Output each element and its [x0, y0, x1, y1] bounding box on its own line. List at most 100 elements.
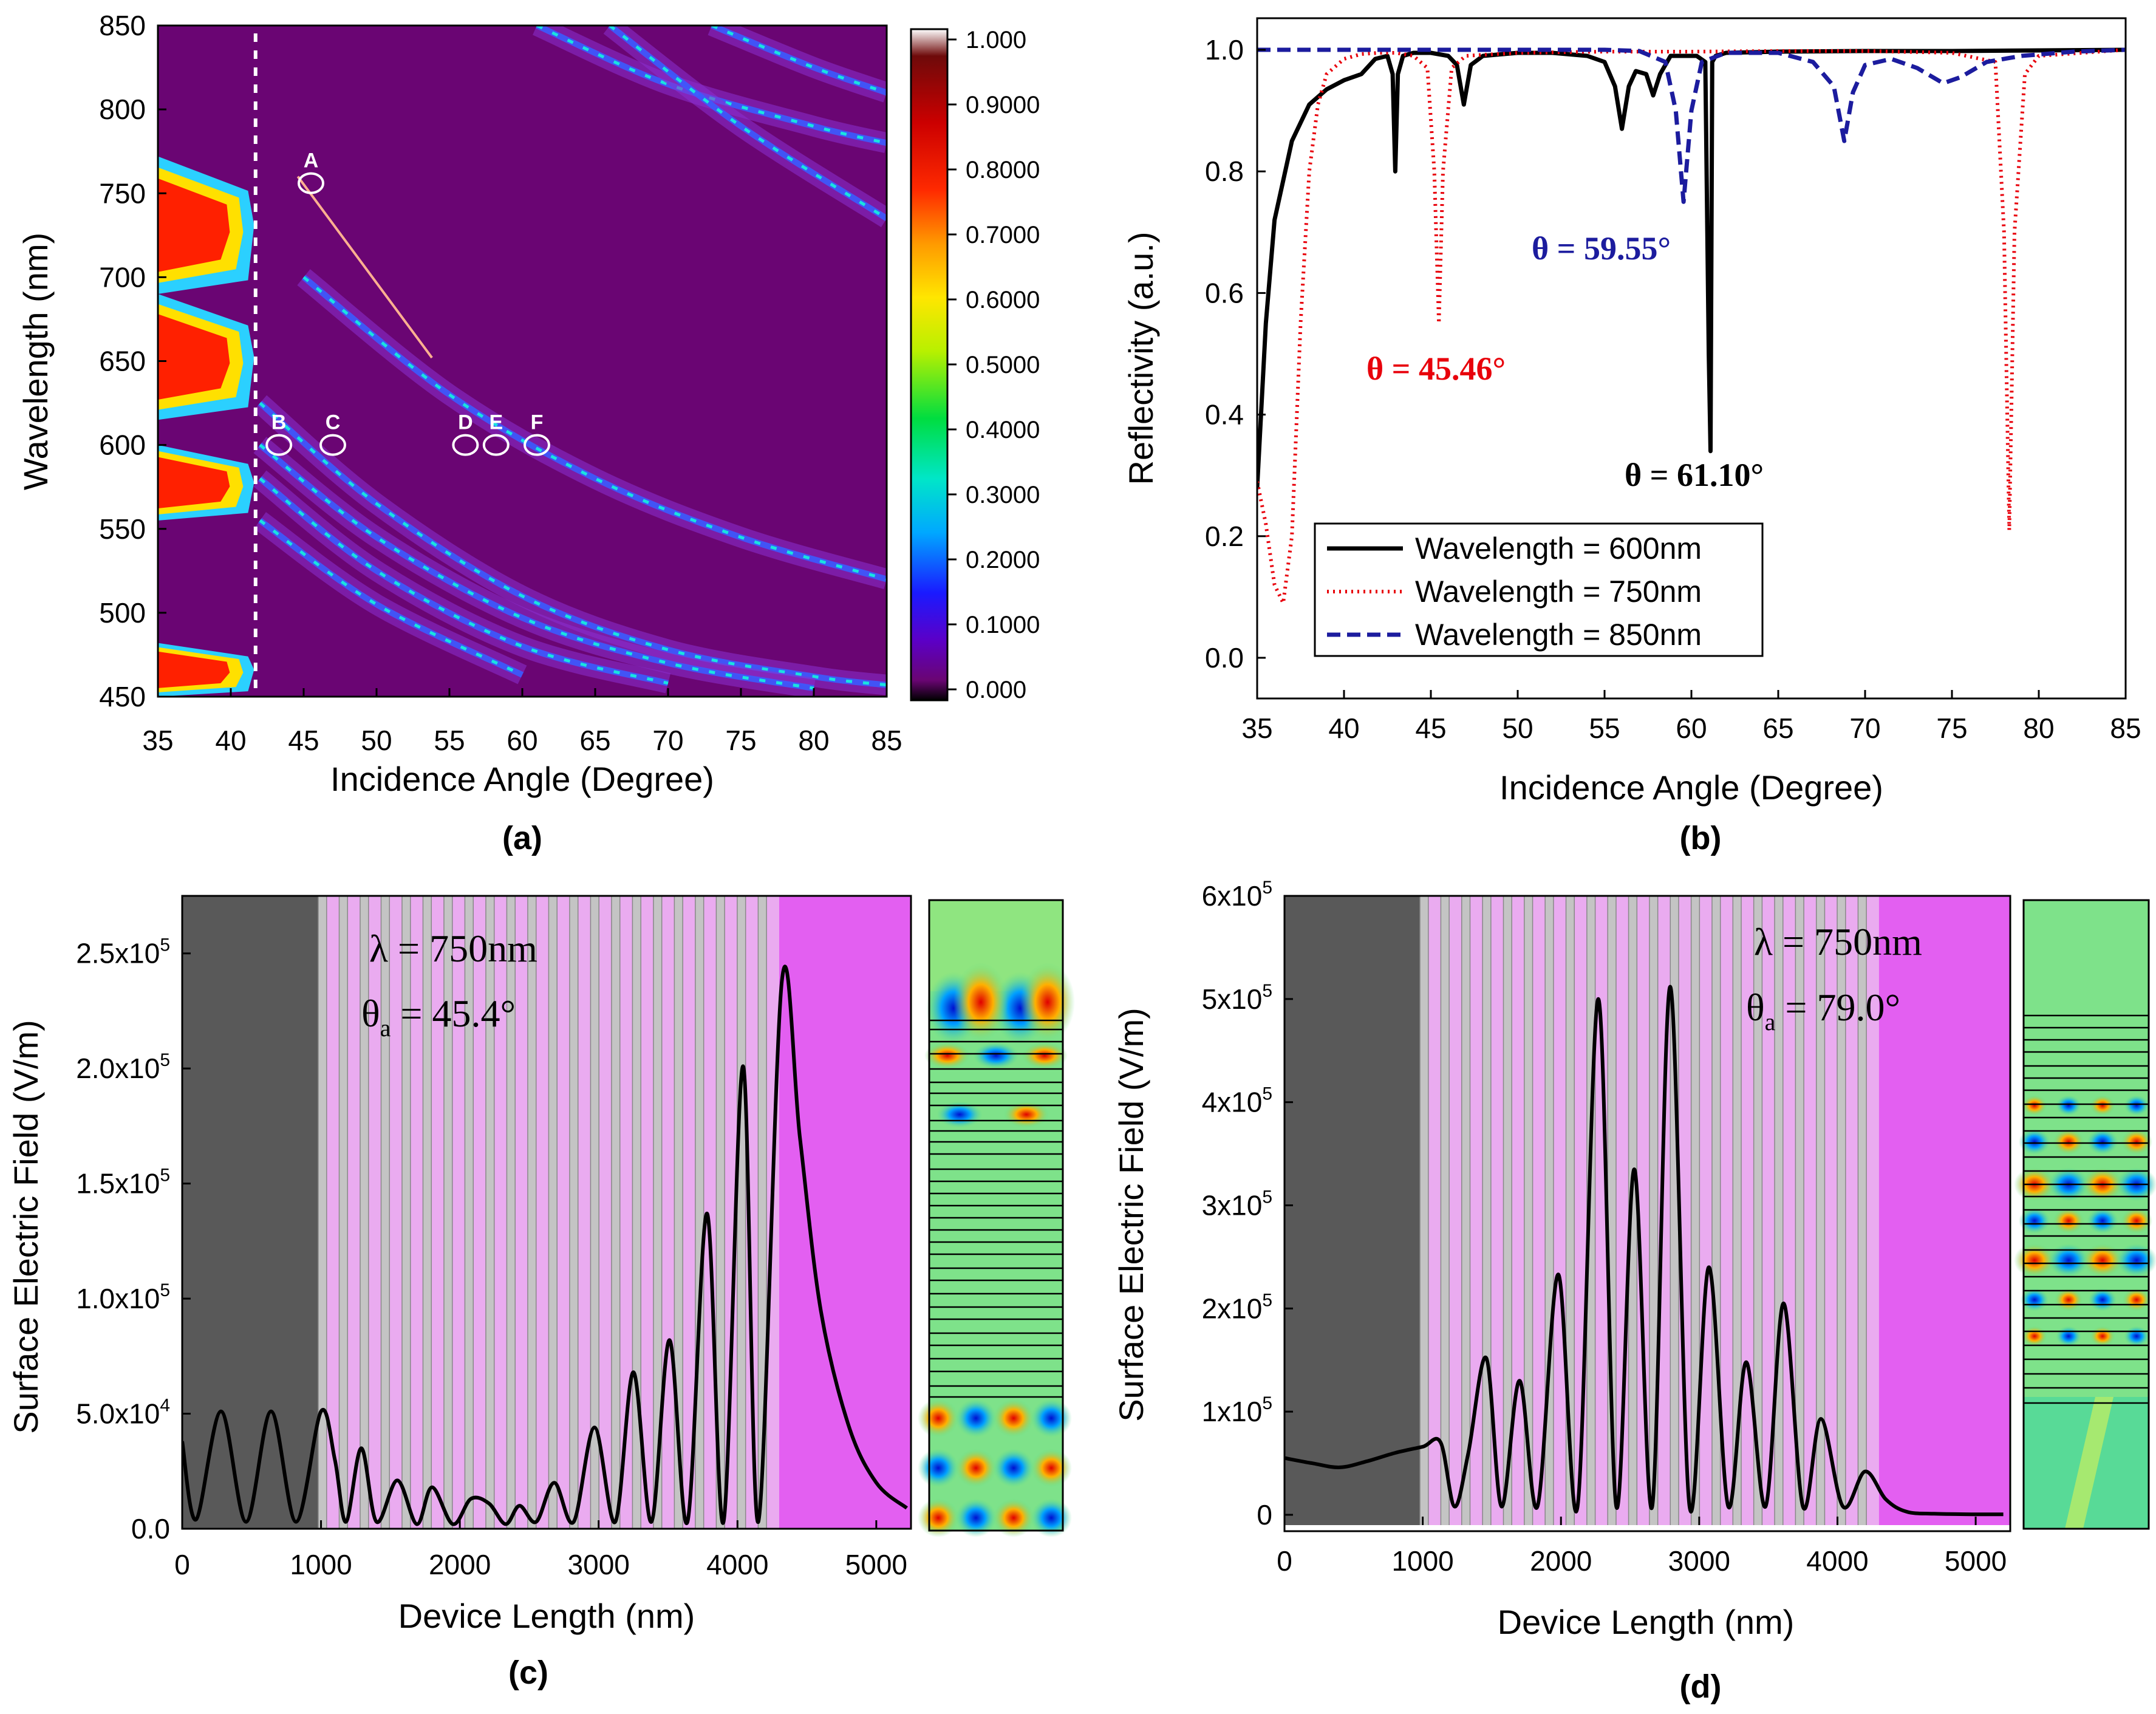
stack-layer-20 [527, 896, 536, 1529]
cb-tick-label-1: 0.1000 [966, 612, 1040, 638]
y-axis-label: Surface Electric Field (V/m) [7, 1020, 45, 1434]
x-ticks: 35 40 45 50 55 60 65 70 75 80 85 [142, 688, 902, 756]
inset-d-bottom-streak [2065, 1397, 2113, 1529]
x-tick-label-70: 70 [1849, 712, 1880, 744]
y-tick-mantissa: 2x10 [1202, 1292, 1263, 1324]
stack-layer-12 [443, 896, 452, 1529]
stack-layer-6 [381, 896, 390, 1529]
x-tick-label-65: 65 [579, 725, 610, 756]
stack-layer-37 [1804, 896, 1817, 1525]
stack-layer-29 [1720, 896, 1733, 1525]
y-tick-label-750: 750 [99, 177, 146, 209]
band-dash-0 [259, 401, 887, 687]
cb-tick-label-6: 0.6000 [966, 287, 1040, 313]
stack-layer-42 [1858, 896, 1867, 1525]
substrate-region [1284, 896, 1421, 1525]
band-dash-3 [259, 519, 524, 677]
x-tick-label-75: 75 [1936, 712, 1967, 744]
stack-layer-32 [653, 896, 662, 1529]
mode-points: A B C D E F [265, 149, 550, 456]
inset-d-lobe-0-3 [2124, 1095, 2149, 1116]
lobe-inner-0 [158, 178, 230, 272]
series-line-1 [1257, 48, 2126, 605]
panel-label: (d) [1680, 1668, 1722, 1705]
stack-layer-17 [494, 896, 507, 1529]
stack-layer-4 [1461, 896, 1470, 1525]
stack-layer-3 [1449, 896, 1462, 1525]
band-dash-6 [609, 26, 887, 220]
stack-layer-22 [1649, 896, 1658, 1525]
cb-tick-label-5: 0.5000 [966, 352, 1040, 378]
y-tick-label-0.0: 0.0 [1205, 642, 1244, 674]
inset-d-lobe-6-3 [2124, 1326, 2149, 1347]
y-tick-label-0: 0.0 [131, 1513, 170, 1545]
y-axis-label: Wavelength (nm) [16, 233, 55, 490]
inset-d-lobe-3-1 [2052, 1207, 2085, 1234]
inset-d-lobe-3-3 [2120, 1207, 2153, 1234]
inset-d-lobe-5-3 [2122, 1288, 2151, 1312]
stack-layer-13 [452, 896, 465, 1529]
colorbar-ticks: 0.000 0.1000 0.2000 0.3000 0.4000 0.5000 0.600… [947, 27, 1040, 703]
layer-lines [2024, 1014, 2149, 1404]
stack-layer-26 [590, 896, 599, 1529]
field-map-inset [2014, 899, 2156, 1530]
lambda-label: λ = 750nm [1754, 920, 1922, 963]
inset-d-lobe-3-2 [2086, 1207, 2119, 1234]
point-marker-E [482, 434, 510, 456]
y-tick-label-0.8: 0.8 [1205, 155, 1244, 187]
band-core-4 [301, 275, 887, 582]
point-label-C: C [326, 411, 341, 434]
inset-c-bottom-lobe-1-0 [918, 1449, 959, 1487]
stack-layer-41 [1845, 896, 1858, 1525]
field-line [182, 965, 909, 1526]
y-tick-label-250000: 2.5x105 [76, 935, 170, 969]
stack-layer-9 [410, 896, 423, 1529]
panel-b-reflectivity: 35 40 45 50 55 60 65 70 75 80 85 0.0 0.2 0.4 0.6 0.8 1.… [1122, 17, 2141, 856]
y-tick-exponent: 5 [1262, 1084, 1272, 1104]
stack-layer-4 [360, 896, 369, 1529]
inset-c-bottom-lobe-2-2 [993, 1498, 1034, 1537]
stack-layer-38 [1816, 896, 1825, 1525]
stack-layer-33 [661, 896, 675, 1529]
band-core-1 [258, 442, 814, 692]
stack-layer-20 [1628, 896, 1637, 1525]
y-tick-mantissa: 2.5x10 [76, 938, 160, 969]
y-tick-mantissa: 5.0x10 [76, 1398, 160, 1430]
stack-layer-14 [465, 896, 474, 1529]
cb-tick-label-2: 0.2000 [966, 547, 1040, 573]
y-tick-label-550: 550 [99, 513, 146, 545]
field-lobes-bottom [918, 1399, 1072, 1537]
stack-layer-40 [737, 896, 746, 1529]
cb-tick-label-9: 0.9000 [966, 92, 1040, 118]
point-marker-C [319, 434, 346, 456]
y-tick-mantissa: 0.0 [131, 1513, 170, 1545]
y-tick-mantissa: 1.5x10 [76, 1168, 160, 1200]
y-tick-mantissa: 2.0x10 [76, 1053, 160, 1084]
x-tick-label-40: 40 [215, 725, 246, 756]
y-axis-label: Reflectivity (a.u.) [1122, 232, 1160, 485]
stack-layer-26 [1691, 896, 1700, 1525]
stack-layer-36 [695, 896, 704, 1529]
stack-layer-7 [389, 896, 402, 1529]
y-tick-label-0.4: 0.4 [1205, 399, 1244, 431]
x-tick-label-4000: 4000 [1806, 1545, 1868, 1577]
stack-layer-14 [1566, 896, 1575, 1525]
point-marker-D [452, 434, 479, 456]
point-marker-B [265, 434, 293, 456]
x-tick-label-40: 40 [1328, 712, 1359, 744]
inset-d-lobe-1-2 [2086, 1128, 2119, 1155]
stack-layer-40 [1837, 896, 1846, 1525]
inset-frame [928, 899, 1064, 1532]
stack-layer-2 [1441, 896, 1450, 1525]
x-tick-label-45: 45 [1415, 712, 1446, 744]
stack-layer-39 [725, 896, 737, 1529]
y-ticks: 450 500 550 600 650 700 750 800 850 [99, 10, 166, 712]
x-tick-label-3000: 3000 [568, 1549, 630, 1580]
cb-tick-label-0: 0.000 [966, 677, 1026, 703]
stack-layer-22 [548, 896, 558, 1529]
x-tick-label-60: 60 [1676, 712, 1707, 744]
legend: Wavelength = 600nm Wavelength = 750nm Wa… [1314, 522, 1764, 657]
stack-layer-10 [1524, 896, 1533, 1525]
x-tick-label-1000: 1000 [290, 1549, 352, 1580]
